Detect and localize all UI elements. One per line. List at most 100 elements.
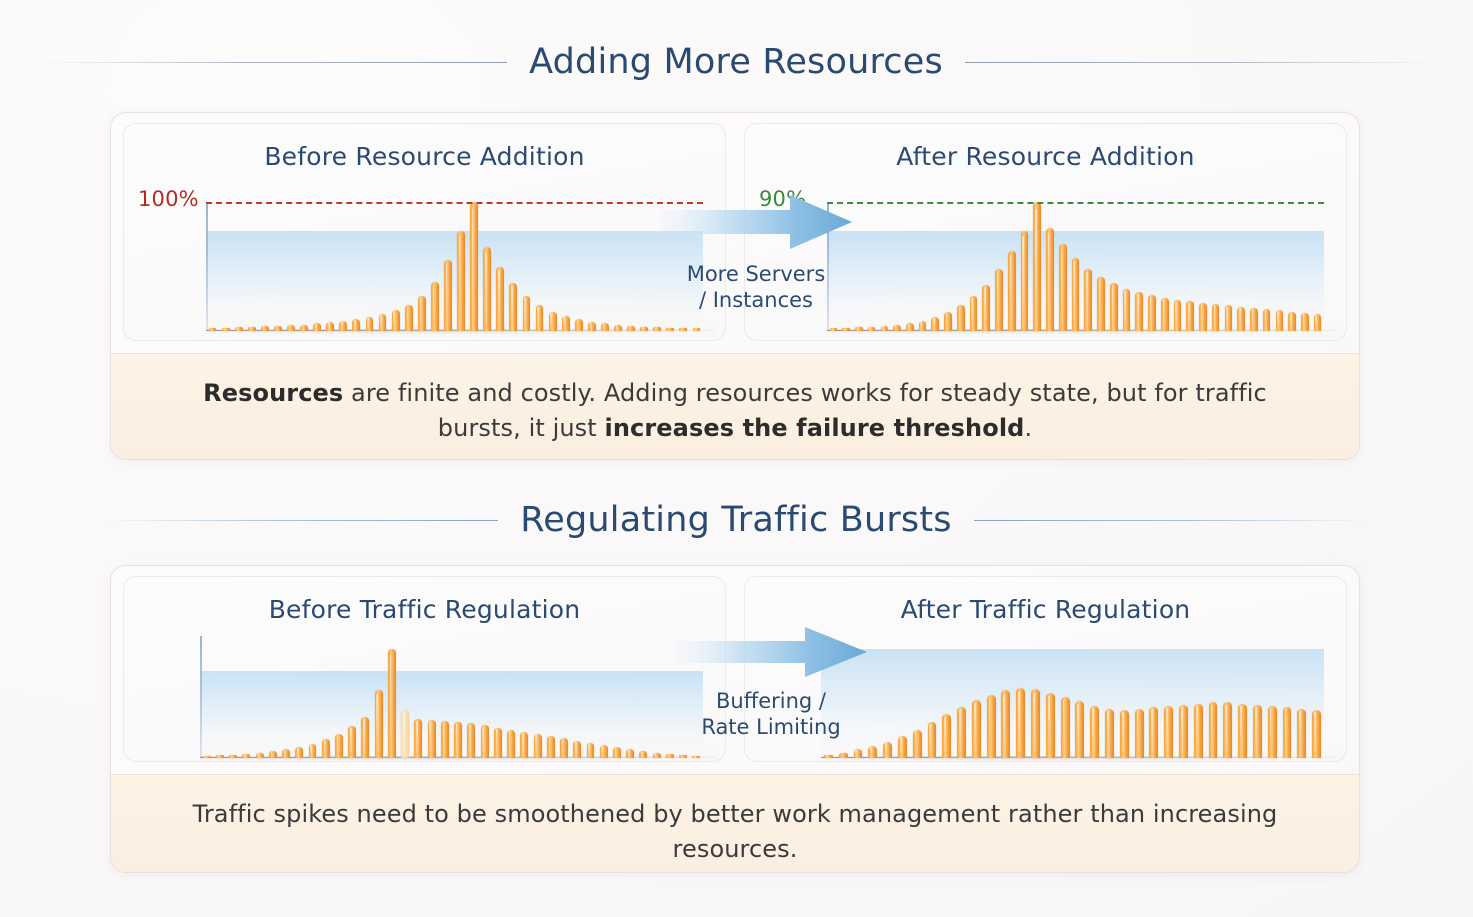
bar-series	[200, 636, 703, 759]
bar	[520, 731, 529, 758]
bar	[679, 328, 688, 331]
bar	[339, 320, 348, 331]
panel-after-resource-addition[interactable]: After Resource Addition 90%	[744, 123, 1347, 341]
bar	[352, 319, 361, 331]
bar	[509, 283, 518, 331]
bar	[287, 324, 295, 332]
bar	[535, 305, 544, 331]
bar	[1237, 306, 1245, 331]
charts-row-1: Before Resource Addition 100% After Reso…	[111, 113, 1359, 353]
bar	[956, 305, 965, 331]
section-heading-regulating-traffic-bursts: Regulating Traffic Bursts	[104, 500, 1369, 540]
bar	[1312, 710, 1322, 758]
bar	[1105, 708, 1114, 758]
bar	[918, 320, 927, 331]
bar	[313, 323, 322, 331]
bar	[274, 325, 282, 331]
bar	[1238, 703, 1248, 758]
bar	[823, 754, 833, 759]
bar	[215, 754, 224, 759]
bar	[208, 328, 217, 331]
bar	[300, 324, 308, 332]
bar	[906, 323, 914, 331]
bar	[467, 723, 476, 758]
y-axis	[206, 202, 208, 331]
panel-title: Before Traffic Regulation	[268, 595, 581, 624]
x-axis	[827, 329, 1336, 331]
bar	[321, 739, 330, 758]
bar	[855, 327, 863, 331]
panel-title: After Resource Addition	[896, 142, 1195, 171]
bar	[268, 751, 277, 758]
bar	[1186, 301, 1194, 331]
bar	[829, 328, 838, 331]
threshold-label-90: 90%	[759, 187, 807, 212]
bar	[600, 323, 609, 331]
panel-after-traffic-regulation[interactable]: After Traffic Regulation	[744, 576, 1347, 762]
bar	[548, 311, 557, 331]
bar	[957, 706, 966, 758]
bar	[1193, 703, 1203, 758]
bar	[361, 716, 370, 758]
card-regulating-traffic-bursts: Before Traffic Regulation After Traffic …	[110, 565, 1360, 873]
bar	[1020, 230, 1029, 331]
bar	[496, 266, 505, 331]
bar	[1071, 257, 1080, 331]
bar	[692, 755, 701, 759]
panel-before-resource-addition[interactable]: Before Resource Addition 100%	[123, 123, 726, 341]
bar	[234, 327, 243, 331]
bar	[587, 322, 596, 331]
bar-series	[206, 183, 703, 332]
bar	[260, 325, 269, 331]
bar	[1007, 251, 1016, 331]
bar	[842, 328, 850, 331]
bar	[1090, 705, 1100, 758]
bar	[995, 269, 1003, 331]
panel-before-traffic-regulation[interactable]: Before Traffic Regulation	[123, 576, 726, 762]
bar	[912, 729, 922, 758]
bar	[1122, 288, 1131, 331]
bar	[982, 284, 991, 331]
bar	[1223, 702, 1233, 758]
bar	[1033, 202, 1042, 331]
bar	[1109, 283, 1118, 331]
caption-run-0: Resources	[203, 379, 344, 407]
bar	[942, 714, 952, 758]
bar	[401, 710, 410, 758]
bar	[295, 747, 304, 758]
capacity-band	[200, 670, 703, 758]
caption-run-1: are finite and costly. Adding resources …	[343, 379, 1267, 442]
plot-area	[821, 636, 1338, 761]
bar	[1149, 706, 1159, 758]
bar	[365, 316, 374, 331]
section-title: Regulating Traffic Bursts	[520, 500, 952, 540]
bar	[969, 296, 978, 331]
bar	[483, 247, 492, 331]
threshold-label-100: 100%	[138, 187, 199, 212]
bar	[282, 749, 290, 758]
capacity-band	[206, 230, 703, 331]
bar	[440, 720, 449, 758]
bar	[493, 727, 502, 758]
plot-after-traffic-regulation	[745, 636, 1346, 761]
bar	[666, 328, 675, 331]
bar	[522, 296, 531, 331]
bar	[626, 749, 635, 758]
panel-title: After Traffic Regulation	[900, 595, 1191, 624]
bar	[202, 755, 211, 759]
bar	[599, 744, 608, 758]
bar	[1275, 310, 1284, 331]
heading-rule-right	[973, 519, 1369, 521]
bar	[1211, 303, 1220, 331]
bar	[1282, 706, 1292, 758]
bar	[308, 743, 317, 758]
threshold-line-100	[206, 202, 703, 205]
bar	[586, 742, 595, 758]
bar-series	[827, 183, 1324, 332]
bar	[1119, 710, 1129, 758]
bar	[1001, 690, 1011, 758]
bar	[1173, 300, 1182, 331]
plot-area	[206, 183, 717, 334]
bar	[1224, 305, 1233, 331]
